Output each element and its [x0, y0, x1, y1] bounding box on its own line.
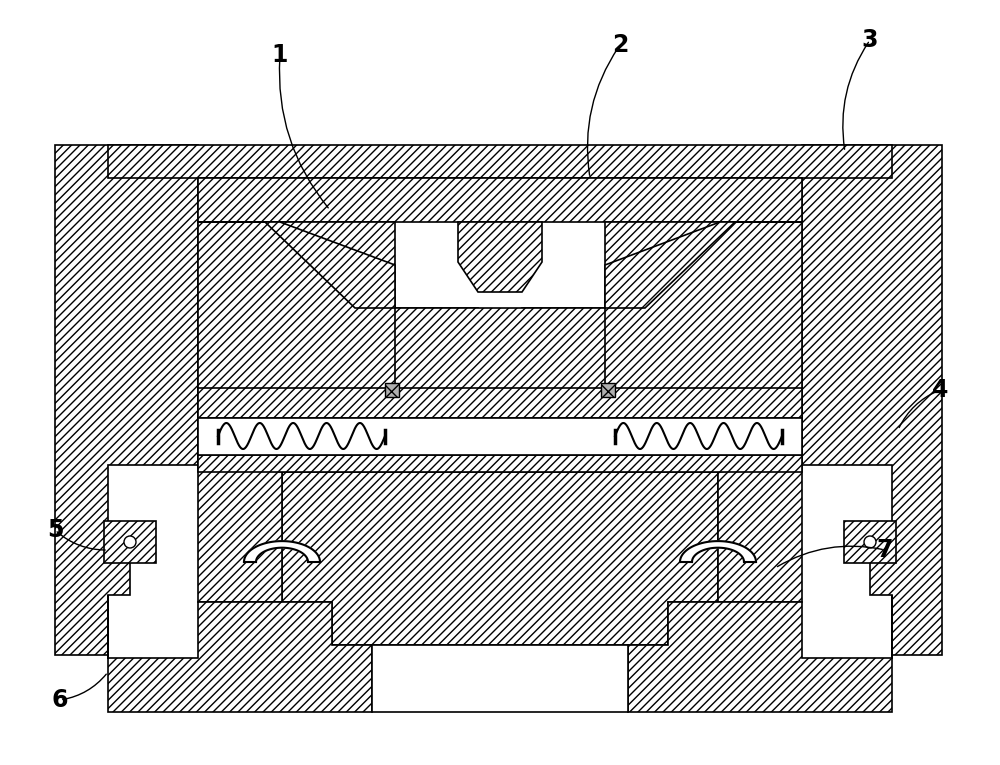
Text: 4: 4 — [932, 378, 948, 402]
Polygon shape — [198, 465, 282, 602]
Polygon shape — [282, 472, 718, 645]
Bar — [385, 383, 399, 397]
Polygon shape — [628, 595, 892, 712]
Polygon shape — [108, 145, 892, 178]
Text: 2: 2 — [612, 33, 628, 57]
Text: 3: 3 — [862, 28, 878, 52]
Polygon shape — [244, 541, 320, 562]
Bar — [601, 383, 615, 397]
Polygon shape — [198, 418, 802, 455]
Polygon shape — [605, 222, 802, 308]
Text: 6: 6 — [52, 688, 68, 712]
Circle shape — [864, 536, 876, 548]
Polygon shape — [198, 388, 802, 418]
Polygon shape — [198, 455, 802, 472]
Polygon shape — [718, 465, 802, 602]
Polygon shape — [458, 222, 542, 292]
Polygon shape — [198, 178, 802, 222]
Polygon shape — [198, 222, 395, 308]
Bar — [844, 521, 896, 563]
Text: 1: 1 — [272, 43, 288, 67]
Circle shape — [124, 536, 136, 548]
Bar — [104, 521, 156, 563]
Polygon shape — [522, 222, 802, 465]
Polygon shape — [680, 541, 756, 562]
Polygon shape — [55, 145, 198, 655]
Polygon shape — [802, 145, 942, 655]
Polygon shape — [372, 645, 628, 712]
Polygon shape — [395, 308, 605, 395]
Polygon shape — [198, 222, 478, 465]
Polygon shape — [108, 595, 372, 712]
Text: 5: 5 — [47, 518, 63, 542]
Text: 7: 7 — [877, 538, 893, 562]
